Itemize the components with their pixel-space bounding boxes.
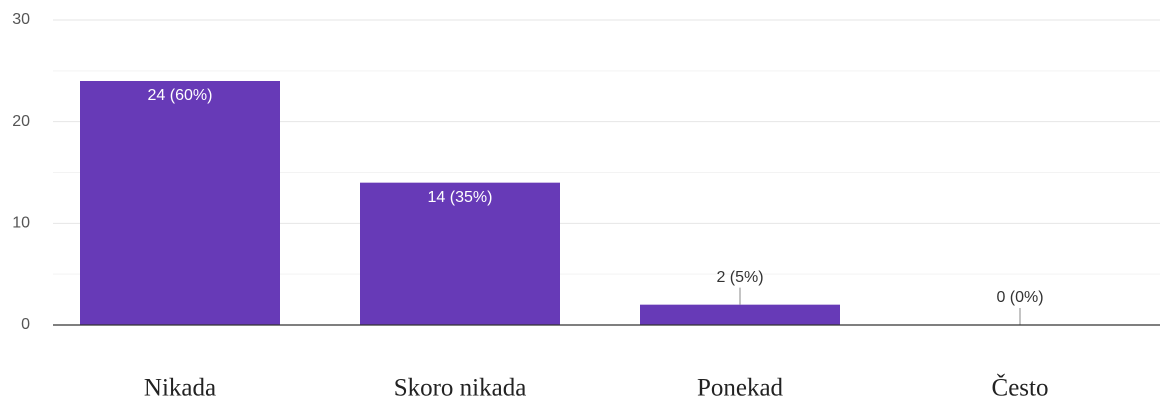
bar bbox=[640, 304, 840, 325]
value-label: 14 (35%) bbox=[428, 189, 493, 206]
y-tick-label: 0 bbox=[21, 316, 30, 333]
x-tick-label: Ponekad bbox=[697, 375, 784, 402]
x-tick-label: Skoro nikada bbox=[394, 375, 527, 402]
x-tick-label: Često bbox=[992, 374, 1049, 402]
y-tick-label: 20 bbox=[12, 113, 30, 130]
y-tick-label: 30 bbox=[12, 11, 30, 28]
bar bbox=[80, 81, 280, 325]
x-tick-label: Nikada bbox=[144, 375, 216, 402]
value-label: 2 (5%) bbox=[716, 269, 763, 286]
bar bbox=[360, 182, 560, 325]
value-label: 24 (60%) bbox=[148, 87, 213, 104]
y-tick-label: 10 bbox=[12, 215, 30, 232]
value-label: 0 (0%) bbox=[996, 289, 1043, 306]
